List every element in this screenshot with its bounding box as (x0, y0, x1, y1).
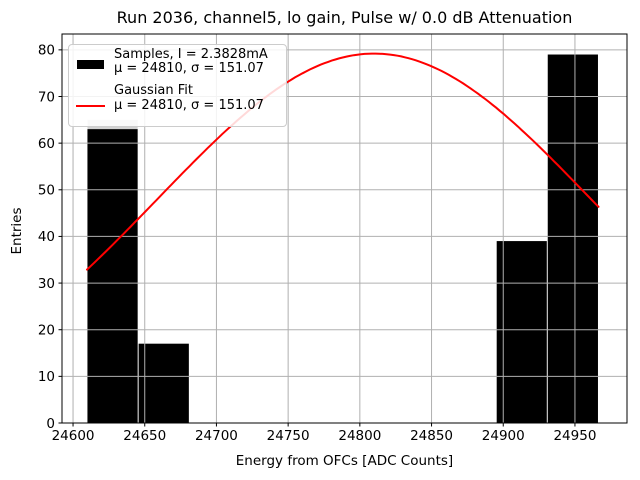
histogram-bar (138, 343, 189, 423)
x-tick-label: 24950 (553, 428, 596, 444)
x-tick-label: 24700 (195, 428, 238, 444)
chart-title: Run 2036, channel5, lo gain, Pulse w/ 0.… (116, 8, 573, 27)
x-axis-label: Energy from OFCs [ADC Counts] (235, 453, 454, 469)
legend-gaussian-line1: Gaussian Fit (114, 83, 194, 98)
legend: Samples, I = 2.3828mA μ = 24810, σ = 151… (68, 44, 287, 127)
y-tick-label: 80 (38, 43, 55, 59)
x-tick-label: 24600 (52, 428, 95, 444)
y-tick-label: 60 (38, 136, 55, 152)
histogram-bar (496, 241, 547, 423)
gaussian-fit-curve (86, 52, 600, 271)
y-tick-label: 10 (38, 369, 55, 385)
x-tick-label: 24850 (410, 428, 453, 444)
legend-gaussian-label: Gaussian Fit μ = 24810, σ = 151.07 (114, 83, 264, 113)
legend-gaussian-line2: μ = 24810, σ = 151.07 (114, 98, 264, 113)
y-tick-label: 0 (46, 416, 55, 432)
legend-samples-label: Samples, I = 2.3828mA μ = 24810, σ = 151… (114, 48, 268, 76)
plot-border (61, 33, 628, 424)
legend-samples-line1: Samples, I = 2.3828mA (114, 47, 268, 62)
x-tick-label: 24900 (482, 428, 525, 444)
y-tick-label: 40 (38, 229, 55, 245)
legend-samples-line2: μ = 24810, σ = 151.07 (114, 61, 264, 76)
y-axis-label: Entries (9, 207, 25, 255)
x-tick-label: 24800 (338, 428, 381, 444)
x-tick-label: 24650 (123, 428, 166, 444)
y-tick-label: 70 (38, 89, 55, 105)
y-tick-label: 50 (38, 183, 55, 199)
legend-samples-swatch (77, 60, 104, 69)
x-tick-label: 24750 (267, 428, 310, 444)
y-tick-label: 30 (38, 276, 55, 292)
y-tick-label: 20 (38, 323, 55, 339)
legend-gaussian-line-swatch (76, 105, 105, 107)
histogram-bar (547, 54, 598, 424)
histogram-bar (87, 129, 138, 424)
